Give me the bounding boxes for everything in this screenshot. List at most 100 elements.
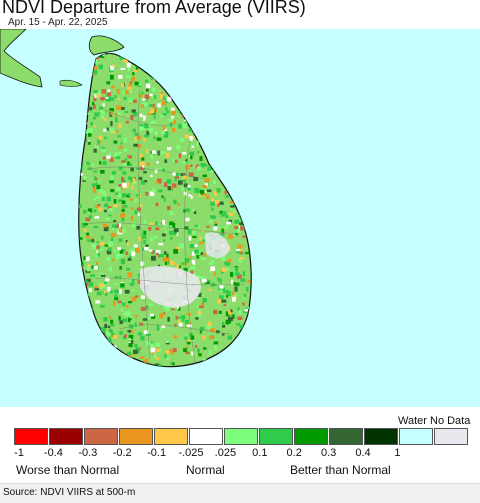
ndvi-pixel <box>209 270 213 273</box>
ndvi-pixel <box>195 317 199 320</box>
ndvi-pixel <box>166 357 170 361</box>
ndvi-pixel <box>133 349 138 355</box>
ndvi-pixel <box>213 271 216 276</box>
ndvi-pixel <box>96 56 99 61</box>
ndvi-pixel <box>98 207 103 212</box>
ndvi-pixel <box>99 283 104 289</box>
ndvi-pixel <box>148 128 154 133</box>
ndvi-pixel <box>115 224 119 229</box>
ndvi-pixel <box>114 276 119 279</box>
ndvi-pixel <box>153 353 157 359</box>
ndvi-pixel <box>143 171 147 174</box>
ndvi-pixel <box>93 148 97 153</box>
ndvi-pixel <box>184 226 189 230</box>
ndvi-pixel <box>101 148 106 152</box>
ndvi-pixel <box>165 131 169 135</box>
ndvi-pixel <box>174 323 177 327</box>
ndvi-pixel <box>223 304 227 306</box>
ndvi-pixel <box>137 280 142 284</box>
ndvi-pixel <box>211 198 214 202</box>
ndvi-pixel <box>149 104 153 107</box>
ndvi-pixel <box>106 127 109 131</box>
ndvi-pixel <box>78 204 82 209</box>
ndvi-pixel <box>164 261 167 265</box>
ndvi-pixel <box>189 256 192 259</box>
ndvi-pixel <box>147 244 151 248</box>
legend-swatch-9 <box>329 428 363 445</box>
ndvi-pixel <box>134 81 139 86</box>
ndvi-pixel <box>95 177 98 180</box>
ndvi-pixel <box>118 123 122 128</box>
ndvi-pixel <box>228 234 234 239</box>
ndvi-pixel <box>139 126 144 131</box>
ndvi-pixel <box>92 101 95 106</box>
ndvi-pixel <box>109 157 114 162</box>
ndvi-pixel <box>238 259 242 263</box>
ndvi-pixel <box>161 168 165 172</box>
ndvi-pixel <box>200 189 204 194</box>
ndvi-pixel <box>110 121 113 127</box>
ndvi-pixel <box>225 225 229 229</box>
ndvi-pixel <box>98 191 101 196</box>
ndvi-pixel <box>225 290 230 294</box>
ndvi-pixel <box>219 201 224 205</box>
ndvi-pixel <box>205 281 210 284</box>
ndvi-pixel <box>187 185 191 188</box>
ndvi-pixel <box>178 110 181 113</box>
ndvi-pixel <box>213 341 219 345</box>
ndvi-pixel <box>221 333 225 336</box>
ndvi-pixel <box>112 224 117 228</box>
ndvi-pixel <box>185 165 190 170</box>
ndvi-pixel <box>121 83 125 88</box>
ndvi-pixel <box>112 301 116 306</box>
ndvi-pixel <box>111 171 116 175</box>
ndvi-pixel <box>168 118 174 122</box>
ndvi-pixel <box>146 340 151 346</box>
ndvi-pixel <box>125 311 131 317</box>
ndvi-pixel <box>100 170 105 174</box>
ndvi-pixel <box>154 131 158 135</box>
ndvi-pixel <box>118 184 122 188</box>
ndvi-pixel <box>219 295 224 300</box>
ndvi-pixel <box>163 224 168 229</box>
ndvi-pixel <box>106 196 111 202</box>
ndvi-pixel <box>159 328 162 332</box>
ndvi-pixel <box>156 348 160 353</box>
legend-tick-6: .025 <box>214 447 237 459</box>
ndvi-pixel <box>171 261 175 265</box>
ndvi-pixel <box>130 177 134 183</box>
ndvi-pixel <box>155 250 161 255</box>
ndvi-pixel <box>210 266 215 271</box>
ndvi-pixel <box>237 307 240 311</box>
ndvi-pixel <box>84 223 88 226</box>
ndvi-pixel <box>221 256 226 261</box>
ndvi-pixel <box>177 123 182 128</box>
ndvi-pixel <box>242 271 245 277</box>
ndvi-pixel <box>131 185 134 190</box>
ndvi-pixel <box>156 356 159 361</box>
ndvi-pixel <box>171 222 176 228</box>
ndvi-pixel <box>104 323 108 328</box>
ndvi-pixel <box>172 172 177 176</box>
ndvi-pixel <box>104 244 109 247</box>
ndvi-pixel <box>150 313 154 317</box>
ndvi-pixel <box>158 364 163 367</box>
ndvi-pixel <box>179 243 184 249</box>
ndvi-pixel <box>171 306 176 309</box>
ndvi-pixel <box>239 222 244 226</box>
ndvi-pixel <box>122 205 128 208</box>
ndvi-pixel <box>216 224 220 229</box>
ndvi-pixel <box>199 276 205 279</box>
ndvi-pixel <box>158 242 164 246</box>
ndvi-pixel <box>121 107 125 110</box>
ndvi-pixel <box>151 150 156 154</box>
ndvi-pixel <box>209 335 214 339</box>
ndvi-pixel <box>129 249 133 253</box>
ndvi-pixel <box>110 189 115 193</box>
ndvi-pixel <box>121 318 127 323</box>
ndvi-pixel <box>196 297 200 300</box>
ndvi-pixel <box>175 172 179 178</box>
ndvi-pixel <box>146 130 150 136</box>
ndvi-pixel <box>144 246 149 251</box>
ndvi-pixel <box>185 208 191 212</box>
